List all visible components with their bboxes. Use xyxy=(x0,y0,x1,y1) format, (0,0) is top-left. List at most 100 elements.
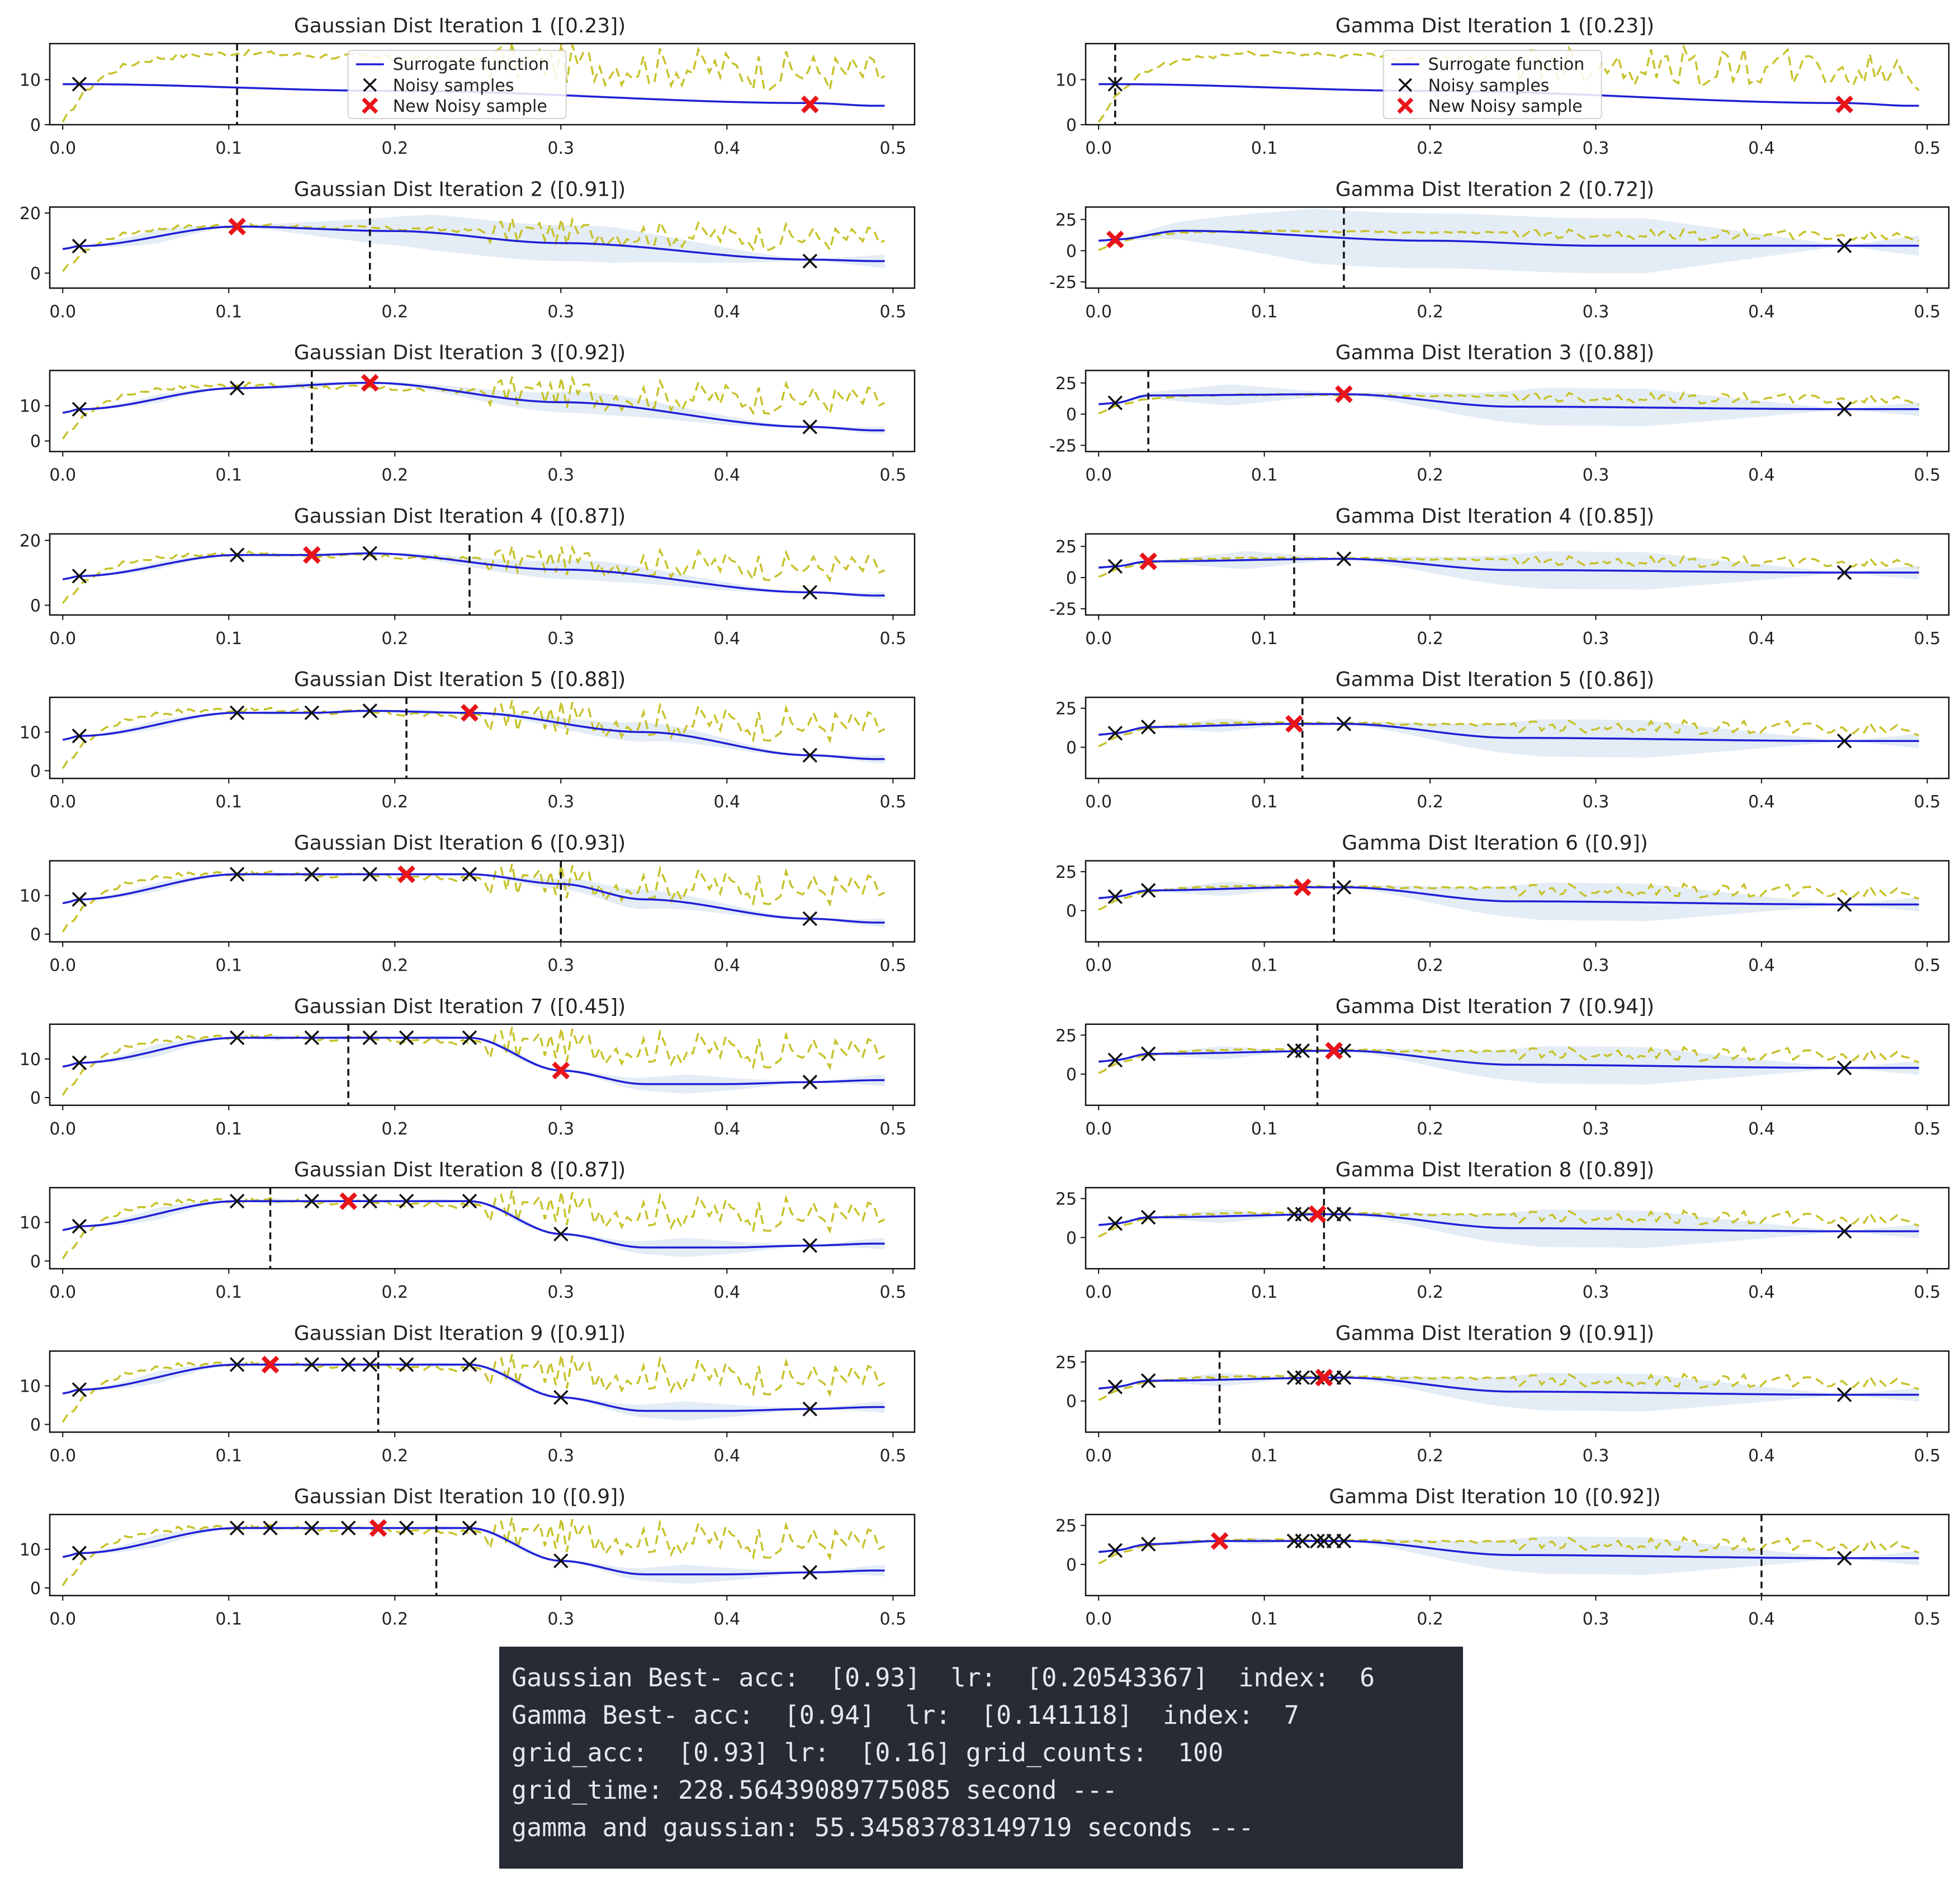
x-tick-label: 0.0 xyxy=(49,1283,76,1302)
plot-area xyxy=(1098,533,1919,615)
y-tick-label: 0 xyxy=(1066,1556,1077,1575)
noisy-sample-marker xyxy=(1336,1207,1352,1222)
legend-label-surrogate: Surrogate function xyxy=(1428,55,1585,74)
noisy-sample-marker xyxy=(229,547,245,562)
surrogate-line xyxy=(1099,886,1919,906)
y-tick-label: 0 xyxy=(1066,1392,1077,1412)
noisy-sample-marker xyxy=(802,1565,818,1580)
noisy-sample-marker xyxy=(1140,1046,1156,1062)
noisy-sample-marker xyxy=(399,1520,414,1536)
surrogate-line xyxy=(1099,1049,1919,1069)
x-tick-label: 0.3 xyxy=(1583,629,1609,649)
objective-curve xyxy=(1098,882,1920,911)
x-tick-label: 0.3 xyxy=(1583,1446,1609,1465)
x-tick-label: 0.2 xyxy=(381,1610,408,1629)
x-tick-label: 0.4 xyxy=(1748,139,1775,158)
x-tick-label: 0.5 xyxy=(879,139,906,158)
x-tick-label: 0.4 xyxy=(1748,956,1775,976)
x-tick-label: 0.5 xyxy=(879,956,906,976)
noisy-sample-marker xyxy=(1295,1370,1310,1386)
axes-frame xyxy=(49,696,916,779)
noisy-sample-marker xyxy=(1336,880,1352,895)
x-tick-label: 0.3 xyxy=(1583,1610,1609,1629)
legend-box xyxy=(347,50,567,119)
y-tick-label: -25 xyxy=(1049,436,1077,456)
confidence-band xyxy=(63,1034,885,1094)
surrogate-line xyxy=(62,710,885,760)
axes-frame xyxy=(49,533,916,616)
noisy-sample-marker xyxy=(229,1030,245,1046)
noisy-sample-marker xyxy=(802,419,818,434)
subplot-title: Gaussian Dist Iteration 1 ([0.23]) xyxy=(294,15,626,37)
new-sample-marker xyxy=(1106,230,1124,249)
x-tick-label: 0.5 xyxy=(879,466,906,485)
x-tick-label: 0.0 xyxy=(1085,1283,1112,1302)
x-tick-label: 0.5 xyxy=(1914,466,1941,485)
noisy-sample-marker xyxy=(72,729,87,744)
objective-curve xyxy=(61,374,886,440)
noisy-sample-marker xyxy=(362,1357,377,1372)
new-sample-marker xyxy=(397,865,415,883)
surrogate-line xyxy=(1099,393,1919,410)
noisy-sample-marker xyxy=(229,705,245,721)
subplot-gaussian-5: 0.0 0.1 0.2 0.3 0.4 0.5 0 10 Gaussian Dist Itera… xyxy=(20,668,916,812)
axes-frame xyxy=(1085,206,1950,289)
confidence-band xyxy=(63,381,885,434)
plot-area xyxy=(61,1351,886,1432)
x-tick-label: 0.1 xyxy=(215,629,242,649)
objective-curve xyxy=(1098,1209,1920,1238)
x-tick-label: 0.1 xyxy=(1251,139,1278,158)
subplot-title: Gamma Dist Iteration 2 ([0.72]) xyxy=(1336,178,1654,201)
x-tick-label: 0.1 xyxy=(215,1610,242,1629)
x-tick-label: 0.5 xyxy=(879,792,906,812)
x-tick-label: 0.4 xyxy=(1748,792,1775,812)
noisy-sample-marker xyxy=(362,546,377,561)
noisy-sample-marker xyxy=(263,1520,278,1536)
x-tick-label: 0.3 xyxy=(1583,1283,1609,1302)
surrogate-line xyxy=(62,1527,885,1576)
x-tick-label: 0.4 xyxy=(713,629,740,649)
y-tick-label: 25 xyxy=(1055,211,1077,230)
x-tick-label: 0.3 xyxy=(547,302,574,321)
y-tick-label: 10 xyxy=(20,887,41,906)
surrogate-line xyxy=(62,1363,885,1412)
axes-frame xyxy=(1085,42,1950,126)
x-tick-label: 0.2 xyxy=(381,466,408,485)
axes-frame xyxy=(1085,533,1950,616)
subplot-gamma-10: 0.0 0.1 0.2 0.3 0.4 0.5 0 25 Gamma Dist Iteratio… xyxy=(1055,1486,1950,1629)
plot-area xyxy=(61,370,886,452)
new-sample-marker xyxy=(552,1061,570,1080)
noisy-sample-marker xyxy=(1107,395,1123,410)
noisy-sample-marker xyxy=(229,1357,245,1372)
subplot-gamma-8: 0.0 0.1 0.2 0.3 0.4 0.5 0 25 Gamma Dist Iteratio… xyxy=(1055,1159,1950,1302)
x-tick-label: 0.0 xyxy=(49,1610,76,1629)
subplot-gaussian-1: 0.0 0.1 0.2 0.3 0.4 0.5 0 10 Gaussian Dist Itera… xyxy=(20,15,916,158)
x-tick-label: 0.0 xyxy=(49,1446,76,1465)
subplot-gamma-7: 0.0 0.1 0.2 0.3 0.4 0.5 0 25 Gamma Dist Iteratio… xyxy=(1055,995,1950,1139)
noisy-sample-marker xyxy=(399,1357,414,1372)
subplot-title: Gaussian Dist Iteration 7 ([0.45]) xyxy=(294,995,626,1018)
x-tick-label: 0.2 xyxy=(381,792,408,812)
subplot-title: Gaussian Dist Iteration 5 ([0.88]) xyxy=(294,668,626,691)
x-tick-label: 0.3 xyxy=(547,956,574,976)
x-tick-label: 0.0 xyxy=(49,139,76,158)
noisy-sample-marker xyxy=(802,1075,818,1090)
surrogate-line xyxy=(62,873,885,924)
y-tick-label: 0 xyxy=(30,1579,41,1599)
surrogate-line xyxy=(1099,1540,1919,1559)
noisy-sample-marker xyxy=(1107,1379,1123,1394)
noisy-sample-marker xyxy=(1295,1207,1310,1222)
x-tick-label: 0.1 xyxy=(1251,466,1278,485)
subplot-title: Gamma Dist Iteration 8 ([0.89]) xyxy=(1336,1159,1654,1181)
plot-area xyxy=(61,1514,886,1596)
subplot-title: Gamma Dist Iteration 7 ([0.94]) xyxy=(1336,995,1654,1018)
surrogate-line xyxy=(62,1037,885,1085)
y-tick-label: -25 xyxy=(1049,600,1077,620)
subplot-title: Gaussian Dist Iteration 10 ([0.9]) xyxy=(294,1486,626,1509)
noisy-sample-marker xyxy=(1836,1387,1852,1402)
surrogate-line xyxy=(1099,229,1919,247)
noisy-sample-marker xyxy=(553,1390,569,1405)
x-tick-label: 0.0 xyxy=(49,629,76,649)
x-tick-label: 0.4 xyxy=(1748,1283,1775,1302)
x-tick-label: 0.1 xyxy=(215,139,242,158)
